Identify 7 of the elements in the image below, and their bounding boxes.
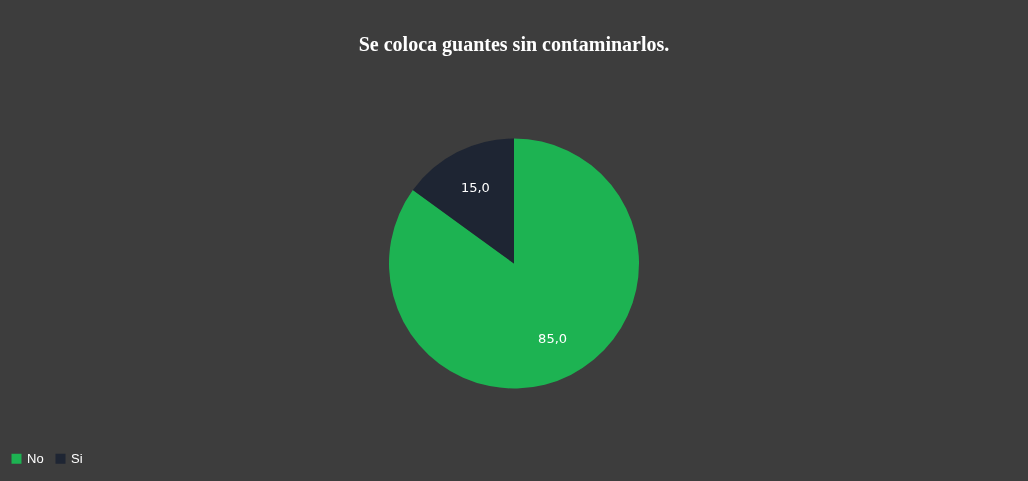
pie-slice [412, 138, 514, 264]
data-label: 15,0 [460, 179, 490, 195]
legend-label: No [27, 450, 44, 466]
legend-label: Si [71, 450, 83, 466]
chart-title: Se coloca guantes sin contaminarlos. [358, 33, 670, 56]
data-label: 85,0 [538, 331, 568, 347]
pie-slice [389, 138, 639, 389]
